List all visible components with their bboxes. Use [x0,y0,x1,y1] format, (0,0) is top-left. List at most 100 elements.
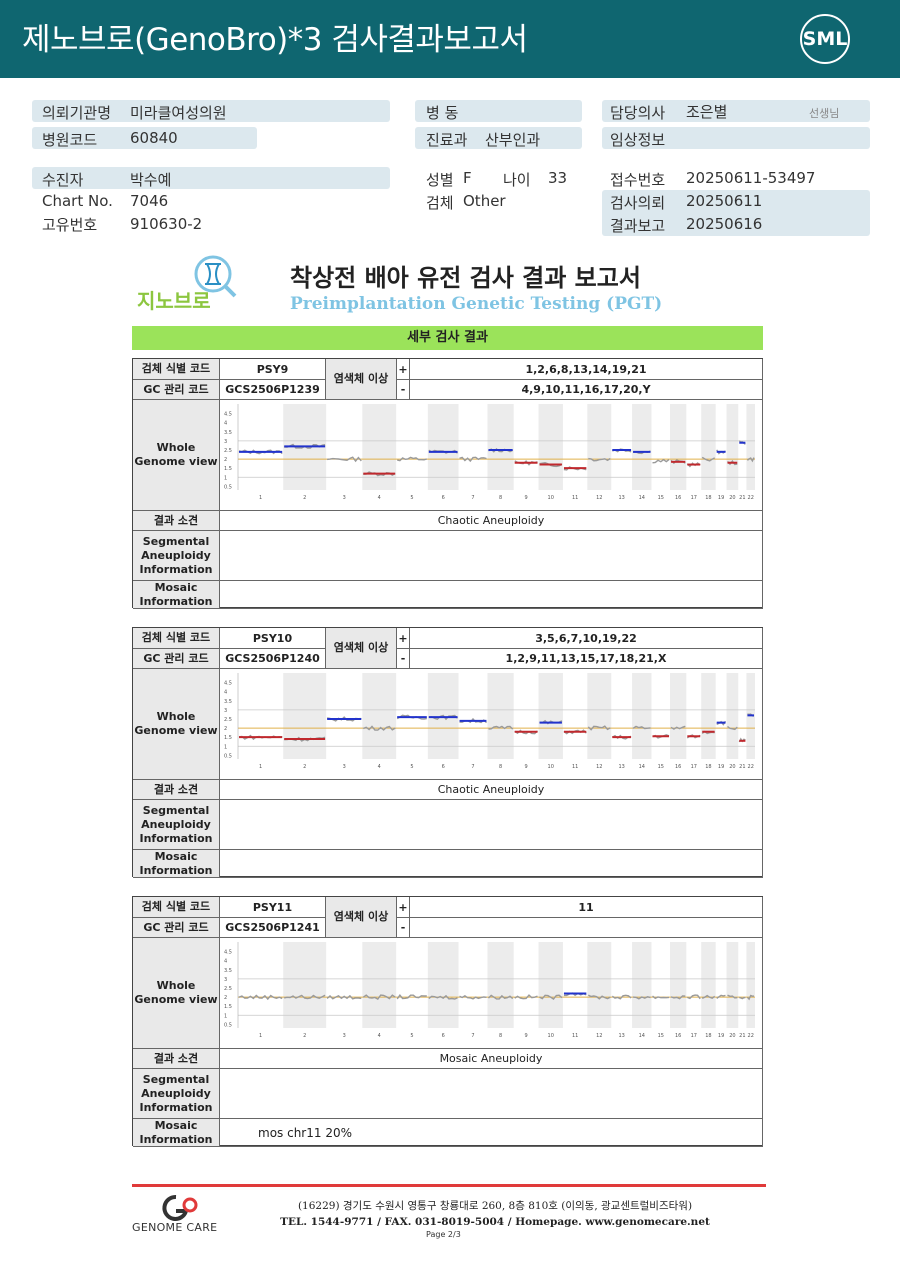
chromosome-band [362,673,397,759]
genome-care-name: GENOME CARE [132,1221,218,1234]
y-tick-label: 4 [224,421,227,427]
x-tick-label: 16 [675,764,681,770]
y-tick-label: 0.5 [224,1022,232,1028]
patient-value: 박수예 [130,171,172,189]
genome-plot: 4.543.532.521.510.51 2 3 4 5 6 7 8 9 10 11 12 13 14 15… [224,942,755,1039]
x-tick-label: 18 [705,495,711,501]
receipt-no-value: 20250611-53497 [686,169,816,187]
y-tick-label: 1.5 [224,466,232,472]
segmental-value [220,531,763,581]
x-tick-label: 15 [658,764,664,770]
hospital-code-label: 병원코드 [42,131,98,149]
page-number: Page 2/3 [426,1230,461,1239]
chromosome-band [746,942,755,1028]
genome-plot: 4.543.532.521.510.51 2 3 4 5 6 7 8 9 10 11 12 13 14 15… [224,673,755,770]
gc-code-value: GCS2506P1241 [220,918,326,938]
x-tick-label: 8 [499,764,502,770]
patient-label: 수진자 [42,171,84,189]
x-tick-label: 9 [525,1033,528,1039]
department-value: 산부인과 [485,131,541,149]
chromosome-band [670,942,687,1028]
request-date-label: 검사의뢰 [610,194,666,212]
signal-trace [652,995,670,1000]
chromosome-band [587,673,612,759]
x-tick-label: 6 [442,764,445,770]
whole-genome-view-label: Whole Genome view [133,938,220,1049]
specimen-code-value: PSY9 [220,359,326,380]
x-tick-label: 2 [303,764,306,770]
y-tick-label: 2 [224,726,227,732]
gc-code-label: GC 관리 코드 [133,380,220,400]
footer-divider [132,1184,766,1187]
chromosome-band [632,673,652,759]
x-tick-label: 17 [691,764,697,770]
signal-trace [587,994,611,1000]
x-tick-label: 3 [343,1033,346,1039]
signal-trace [488,994,514,1000]
gc-code-value: GCS2506P1240 [220,649,326,669]
signal-trace [611,994,632,1000]
signal-trace [327,456,362,463]
x-tick-label: 15 [658,1033,664,1039]
gc-code-label: GC 관리 코드 [133,918,220,938]
chromosome-band [726,404,739,490]
loss-sign: - [397,380,410,400]
sex-label: 성별 [426,171,454,189]
chromosome-band [726,673,739,759]
y-tick-label: 3.5 [224,430,232,436]
result-value: Chaotic Aneuploidy [220,780,763,800]
signal-trace [727,994,738,999]
signal-trace [746,457,755,463]
gain-sign: + [397,897,410,918]
specimen-code-label: 검체 식별 코드 [133,628,220,649]
y-tick-label: 4.5 [224,681,232,687]
segmental-label: Segmental Aneuploidy Information [133,800,220,850]
x-tick-label: 4 [378,764,381,770]
x-tick-label: 13 [618,1033,624,1039]
x-tick-label: 8 [499,495,502,501]
x-tick-label: 22 [748,1033,754,1039]
y-tick-label: 1.5 [224,735,232,741]
signal-trace [701,994,716,999]
signal-trace [238,994,283,1001]
info-bar [602,100,870,122]
x-tick-label: 19 [718,1033,724,1039]
info-bar [32,167,390,189]
chromosome-band [538,404,563,490]
x-tick-label: 19 [718,764,724,770]
x-tick-label: 14 [639,1033,645,1039]
signal-trace [670,725,686,730]
signal-trace [428,994,458,1000]
gain-chromosomes: 1,2,6,8,13,14,19,21 [410,359,763,380]
signal-trace [739,996,746,1000]
chromosome-band [670,673,687,759]
chromosome-band [362,942,397,1028]
whole-genome-chart: 4.5 4 3.5 3 2.5 2 1.5 1 0.5 1 2 3 4 5 6 7 8 9 10 11 12 13 14 15… [220,669,763,780]
y-tick-label: 4 [224,959,227,965]
signal-trace [326,994,362,1000]
x-tick-label: 21 [739,764,745,770]
chromosome-band [701,404,716,490]
y-tick-label: 2.5 [224,448,232,454]
result-label: 결과 소견 [133,1049,220,1069]
signal-trace [746,994,755,1001]
x-tick-label: 1 [259,495,262,501]
chromosome-band [726,942,739,1028]
x-tick-label: 7 [471,1033,474,1039]
chromosome-band [538,942,563,1028]
chromosome-band [587,942,612,1028]
x-tick-label: 18 [705,764,711,770]
signal-trace [396,994,427,1000]
signal-trace [587,725,611,731]
x-tick-label: 7 [471,764,474,770]
y-tick-label: 4 [224,690,227,696]
y-tick-label: 3 [224,708,227,714]
x-tick-label: 10 [548,764,554,770]
specimen-code-value: PSY11 [220,897,326,918]
chromosome-abnormality-label: 염색체 이상 [326,628,397,669]
x-tick-label: 14 [639,764,645,770]
x-tick-label: 16 [675,495,681,501]
sex-value: F [463,169,472,187]
y-tick-label: 2.5 [224,986,232,992]
chromosome-band [632,404,652,490]
